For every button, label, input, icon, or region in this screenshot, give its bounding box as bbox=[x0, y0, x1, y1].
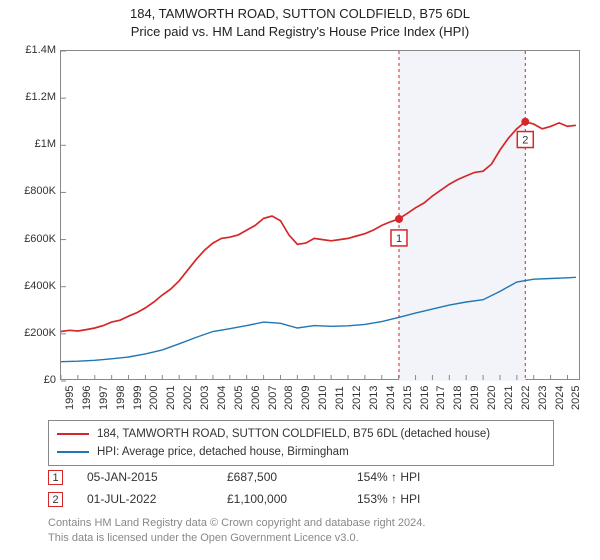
x-tick-label: 2013 bbox=[368, 386, 380, 410]
plot-area: 12 bbox=[60, 50, 580, 380]
svg-text:1: 1 bbox=[396, 233, 402, 245]
x-tick-label: 2006 bbox=[250, 386, 262, 410]
x-tick-label: 2007 bbox=[267, 386, 279, 410]
event-row: 1 05-JAN-2015 £687,500 154% ↑ HPI bbox=[48, 466, 477, 488]
x-tick-label: 2005 bbox=[233, 386, 245, 410]
event-date: 05-JAN-2015 bbox=[87, 470, 227, 484]
x-tick-label: 2015 bbox=[402, 386, 414, 410]
x-tick-label: 2024 bbox=[554, 386, 566, 410]
x-tick-label: 1996 bbox=[81, 386, 93, 410]
legend-row: 184, TAMWORTH ROAD, SUTTON COLDFIELD, B7… bbox=[57, 425, 545, 443]
x-tick-label: 2009 bbox=[300, 386, 312, 410]
x-tick-label: 2021 bbox=[503, 386, 515, 410]
x-tick-label: 2002 bbox=[182, 386, 194, 410]
x-tick-label: 1997 bbox=[98, 386, 110, 410]
plot-wrap: 12 £0£200K£400K£600K£800K£1M£1.2M£1.4M19… bbox=[10, 50, 590, 410]
x-tick-label: 2017 bbox=[435, 386, 447, 410]
y-tick-label: £400K bbox=[12, 280, 56, 292]
legend-swatch-blue bbox=[57, 451, 89, 453]
x-tick-label: 2011 bbox=[334, 386, 346, 410]
y-tick-label: £600K bbox=[12, 233, 56, 245]
legend: 184, TAMWORTH ROAD, SUTTON COLDFIELD, B7… bbox=[48, 420, 554, 466]
y-tick-label: £800K bbox=[12, 185, 56, 197]
x-tick-label: 2014 bbox=[385, 386, 397, 410]
x-tick-label: 2000 bbox=[148, 386, 160, 410]
event-date: 01-JUL-2022 bbox=[87, 492, 227, 506]
x-tick-label: 1995 bbox=[64, 386, 76, 410]
disclaimer: Contains HM Land Registry data © Crown c… bbox=[48, 516, 554, 546]
event-pct: 154% ↑ HPI bbox=[357, 470, 477, 484]
svg-text:2: 2 bbox=[522, 135, 528, 147]
disclaimer-line1: Contains HM Land Registry data © Crown c… bbox=[48, 517, 425, 529]
disclaimer-line2: This data is licensed under the Open Gov… bbox=[48, 532, 359, 544]
x-tick-label: 2025 bbox=[570, 386, 582, 410]
y-tick-label: £1.4M bbox=[12, 44, 56, 56]
x-tick-label: 1999 bbox=[132, 386, 144, 410]
x-tick-label: 2003 bbox=[199, 386, 211, 410]
y-tick-label: £1M bbox=[12, 138, 56, 150]
y-tick-label: £200K bbox=[12, 327, 56, 339]
legend-swatch-red bbox=[57, 433, 89, 435]
event-pct: 153% ↑ HPI bbox=[357, 492, 477, 506]
x-tick-label: 2022 bbox=[520, 386, 532, 410]
x-tick-label: 2010 bbox=[317, 386, 329, 410]
x-tick-label: 2019 bbox=[469, 386, 481, 410]
event-marker-1: 1 bbox=[48, 470, 63, 485]
plot-svg: 12 bbox=[61, 51, 579, 379]
x-tick-label: 2023 bbox=[537, 386, 549, 410]
chart-container: 184, TAMWORTH ROAD, SUTTON COLDFIELD, B7… bbox=[0, 0, 600, 560]
x-tick-label: 2016 bbox=[419, 386, 431, 410]
chart-title-line1: 184, TAMWORTH ROAD, SUTTON COLDFIELD, B7… bbox=[0, 6, 600, 21]
legend-row: HPI: Average price, detached house, Birm… bbox=[57, 443, 545, 461]
x-tick-label: 1998 bbox=[115, 386, 127, 410]
event-price: £1,100,000 bbox=[227, 492, 357, 506]
legend-label: HPI: Average price, detached house, Birm… bbox=[97, 446, 349, 458]
legend-label: 184, TAMWORTH ROAD, SUTTON COLDFIELD, B7… bbox=[97, 428, 490, 440]
x-tick-label: 2008 bbox=[283, 386, 295, 410]
event-marker-2: 2 bbox=[48, 492, 63, 507]
x-tick-label: 2001 bbox=[165, 386, 177, 410]
x-tick-label: 2012 bbox=[351, 386, 363, 410]
event-row: 2 01-JUL-2022 £1,100,000 153% ↑ HPI bbox=[48, 488, 477, 510]
x-tick-label: 2018 bbox=[452, 386, 464, 410]
x-tick-label: 2020 bbox=[486, 386, 498, 410]
chart-title-line2: Price paid vs. HM Land Registry's House … bbox=[0, 24, 600, 39]
y-tick-label: £0 bbox=[12, 374, 56, 386]
y-tick-label: £1.2M bbox=[12, 91, 56, 103]
x-tick-label: 2004 bbox=[216, 386, 228, 410]
events-table: 1 05-JAN-2015 £687,500 154% ↑ HPI 2 01-J… bbox=[48, 466, 477, 510]
event-price: £687,500 bbox=[227, 470, 357, 484]
